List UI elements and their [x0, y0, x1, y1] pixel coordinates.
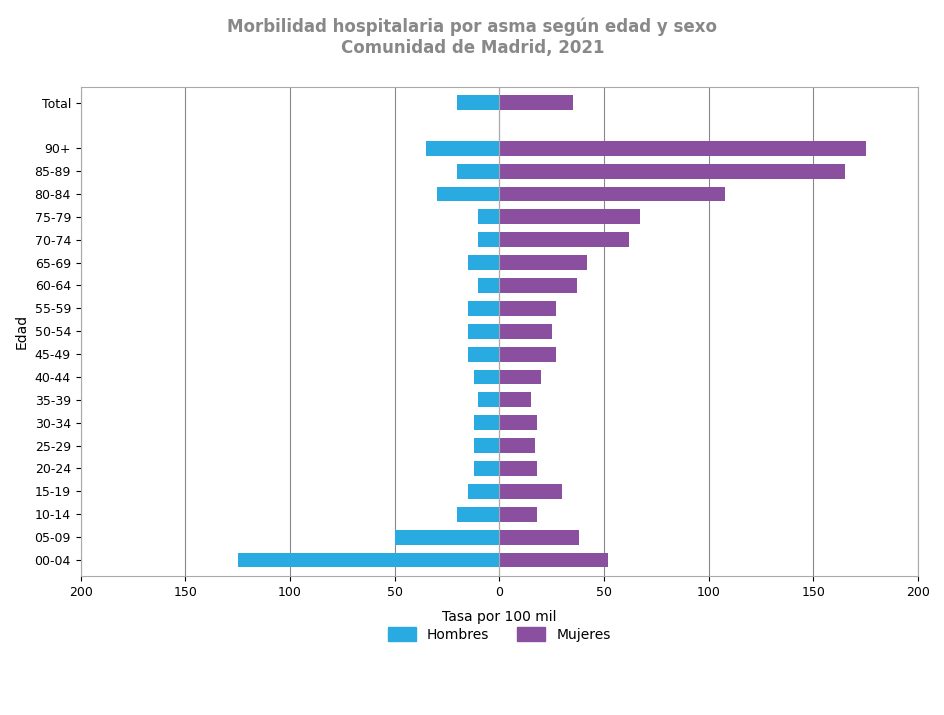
Bar — [498, 255, 586, 270]
Bar — [498, 324, 551, 339]
Bar — [457, 507, 498, 522]
Bar — [478, 232, 498, 247]
Bar — [498, 278, 576, 293]
Bar — [426, 141, 498, 156]
Bar — [467, 301, 498, 316]
Bar — [395, 530, 498, 545]
Bar — [498, 484, 562, 499]
Bar — [457, 95, 498, 110]
Y-axis label: Edad: Edad — [15, 314, 29, 349]
Bar — [237, 553, 498, 568]
Bar — [498, 393, 531, 408]
Bar — [498, 141, 865, 156]
Legend: Hombres, Mujeres: Hombres, Mujeres — [382, 621, 615, 647]
Bar — [498, 438, 534, 453]
Bar — [467, 347, 498, 362]
Bar — [498, 347, 555, 362]
Bar — [467, 255, 498, 270]
Bar — [474, 438, 498, 453]
Bar — [498, 461, 536, 476]
Bar — [498, 370, 541, 385]
Bar — [498, 232, 629, 247]
Bar — [478, 209, 498, 225]
Bar — [478, 278, 498, 293]
Bar — [498, 164, 844, 179]
X-axis label: Tasa por 100 mil: Tasa por 100 mil — [442, 610, 556, 623]
Text: Comunidad de Madrid, 2021: Comunidad de Madrid, 2021 — [341, 39, 603, 57]
Bar — [478, 393, 498, 408]
Bar — [467, 324, 498, 339]
Text: Morbilidad hospitalaria por asma según edad y sexo: Morbilidad hospitalaria por asma según e… — [228, 18, 716, 36]
Bar — [498, 209, 639, 225]
Bar — [467, 484, 498, 499]
Bar — [457, 164, 498, 179]
Bar — [474, 370, 498, 385]
Bar — [498, 415, 536, 430]
Bar — [498, 301, 555, 316]
Bar — [474, 461, 498, 476]
Bar — [498, 530, 579, 545]
Bar — [498, 95, 572, 110]
Bar — [436, 187, 498, 202]
Bar — [498, 553, 608, 568]
Bar — [474, 415, 498, 430]
Bar — [498, 187, 725, 202]
Bar — [498, 507, 536, 522]
